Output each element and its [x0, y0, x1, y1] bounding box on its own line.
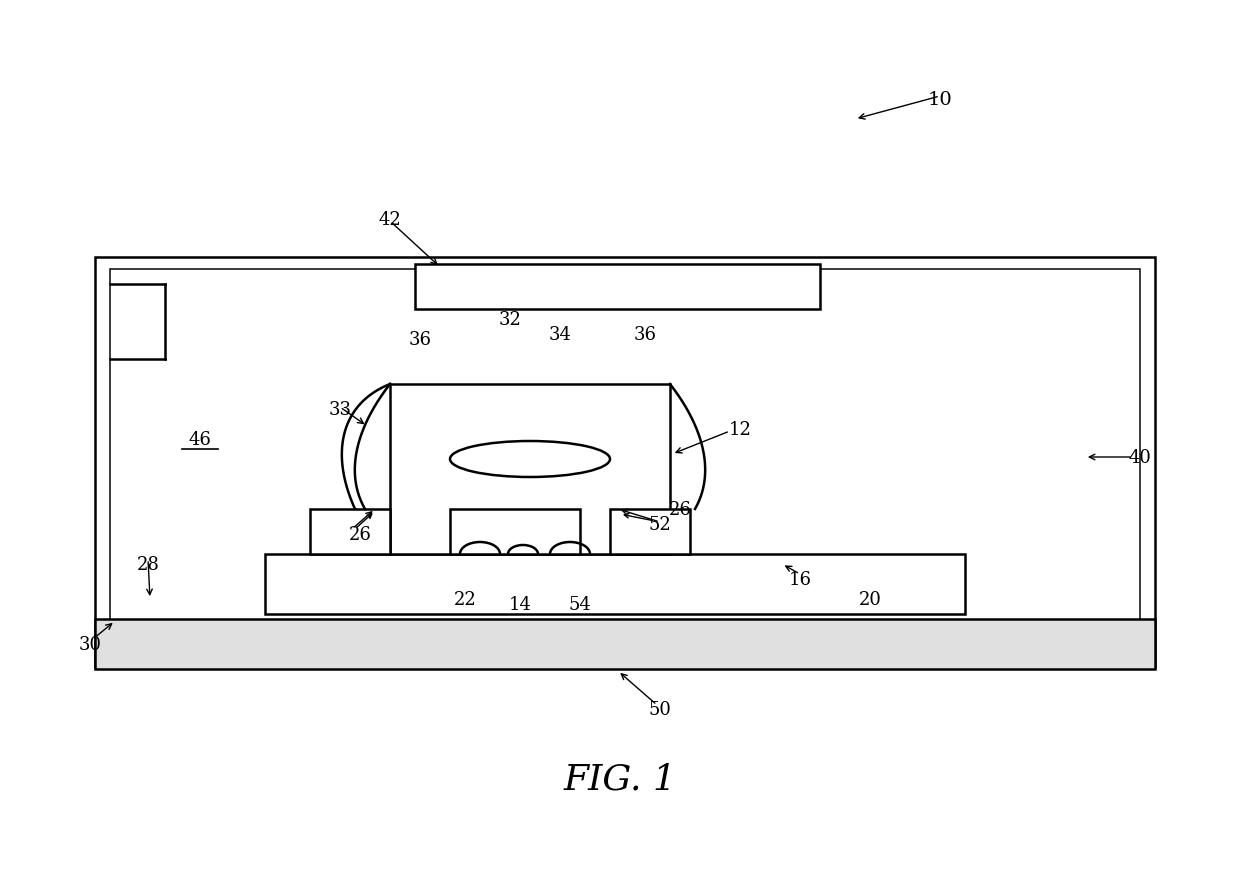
Text: 46: 46 — [188, 431, 212, 448]
Bar — [95, 258, 1154, 667]
Text: 54: 54 — [569, 595, 591, 613]
Bar — [415, 265, 820, 310]
Text: 40: 40 — [1128, 448, 1152, 467]
Text: 42: 42 — [378, 210, 402, 229]
Text: 50: 50 — [649, 700, 671, 718]
Text: 26: 26 — [668, 501, 692, 518]
Text: 33: 33 — [329, 401, 351, 418]
Text: 32: 32 — [498, 310, 522, 329]
Text: 20: 20 — [858, 590, 882, 609]
Text: 30: 30 — [78, 635, 102, 653]
Bar — [110, 270, 1140, 654]
Text: 12: 12 — [729, 420, 751, 438]
Text: 36: 36 — [634, 325, 656, 344]
Bar — [450, 510, 580, 554]
Text: 28: 28 — [136, 555, 160, 574]
Text: 22: 22 — [454, 590, 476, 609]
Text: 14: 14 — [508, 595, 532, 613]
Text: 26: 26 — [348, 525, 372, 544]
Bar — [391, 384, 670, 554]
Bar — [310, 510, 391, 554]
Text: 10: 10 — [928, 91, 952, 109]
Bar — [95, 619, 1154, 669]
Text: 52: 52 — [649, 516, 671, 533]
Ellipse shape — [450, 441, 610, 477]
Bar — [610, 510, 689, 554]
Text: 34: 34 — [548, 325, 572, 344]
Text: 16: 16 — [789, 570, 811, 588]
Bar — [265, 554, 965, 614]
Text: 36: 36 — [408, 331, 432, 348]
Text: FIG. 1: FIG. 1 — [563, 762, 677, 796]
